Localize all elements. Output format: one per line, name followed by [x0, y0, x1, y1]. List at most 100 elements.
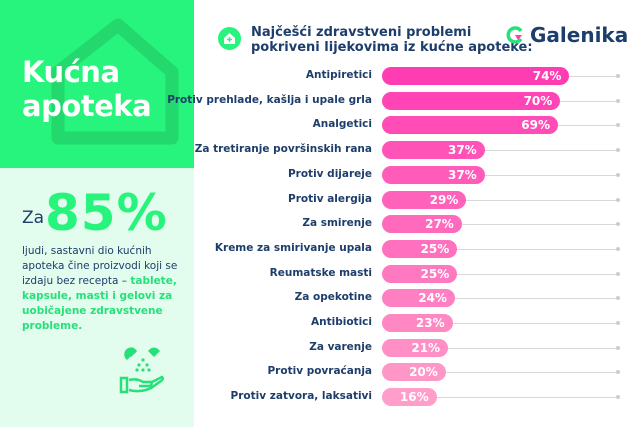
house-icon [51, 18, 179, 145]
bar-track [382, 150, 618, 152]
category-label: Za smirenje [302, 217, 372, 230]
value-label: 37% [447, 167, 477, 182]
bar-track [382, 273, 618, 275]
bar: 25% [382, 239, 458, 258]
stat-value: 85% [45, 184, 168, 242]
category-label: Antipiretici [305, 69, 372, 81]
category-label: Protiv prehlade, kašlja i upale grla [167, 93, 372, 106]
track-end-dot [616, 123, 620, 128]
track-end-dot [616, 197, 620, 202]
category-label: Za opekotine [294, 291, 372, 304]
bar-track [382, 199, 618, 201]
bar: 37% [382, 165, 485, 184]
bar-track [382, 174, 618, 176]
category-label: Za varenje [309, 340, 372, 353]
bar-row: Protiv alergija 29% [0, 190, 640, 209]
title-line-2: apoteka [22, 89, 152, 123]
desc-plain: ljudi, sastavni dio kućnih apoteka čine … [22, 245, 178, 287]
track-end-dot [616, 74, 620, 78]
value-label: 24% [418, 291, 447, 306]
track-end-dot [616, 98, 620, 103]
bar: 25% [382, 264, 458, 283]
bar: 16% [382, 388, 437, 407]
bar-row: Kreme za smirivanje upala 25% [0, 239, 640, 258]
bar-row: Protiv prehlade, kašlja i upale grla 70% [0, 91, 640, 110]
bar: 24% [382, 289, 455, 308]
category-label: Antibiotici [311, 316, 372, 328]
value-label: 23% [415, 316, 445, 330]
track-end-dot [616, 246, 620, 251]
category-label: Protiv alergija [288, 192, 372, 205]
track-end-dot [616, 222, 620, 227]
bar-row: Za tretiranje površinskih rana 37% [0, 141, 640, 160]
value-label: 25% [420, 266, 450, 281]
value-label: 21% [411, 340, 441, 355]
bar-track [382, 224, 618, 226]
bar-row: Protiv dijareje 37% [0, 165, 640, 184]
bar-row: Protiv povraćanja 20% [0, 363, 640, 382]
bar: 20% [382, 363, 446, 382]
title-panel: Kućna apoteka [0, 0, 194, 168]
bar-row: Antibiotici 23% [0, 314, 640, 332]
bar-row: Za smirenje 27% [0, 215, 640, 234]
value-label: 37% [447, 143, 477, 158]
bar: 70% [382, 91, 561, 110]
track-end-dot [616, 370, 620, 375]
category-label: Protiv dijareje [287, 167, 372, 180]
value-label: 16% [399, 390, 429, 405]
bar-track [382, 248, 618, 250]
page-title: Kućna apoteka [22, 55, 152, 123]
bar-row: Reumatske masti 25% [0, 264, 640, 283]
bar: 37% [382, 141, 485, 160]
bar-track [382, 323, 618, 324]
track-end-dot [616, 148, 620, 153]
stat-panel: Za 85% ljudi, sastavni dio kućnih apotek… [0, 168, 194, 427]
chart-title-line-1: Najčešći zdravstveni problemi [251, 25, 472, 40]
brand-name: Galenika [530, 23, 629, 47]
track-end-dot [616, 296, 620, 301]
track-end-dot [616, 321, 620, 325]
value-label: 27% [425, 217, 454, 232]
category-label: Analgetici [312, 118, 372, 131]
bar-track [382, 347, 618, 349]
category-label: Protiv povraćanja [267, 365, 372, 378]
value-label: 74% [532, 69, 562, 83]
chart-title: Najčešći zdravstveni problemi pokriveni … [251, 25, 533, 55]
category-label: Kreme za smirivanje upala [214, 241, 372, 254]
track-end-dot [616, 345, 620, 350]
value-label: 70% [523, 93, 553, 108]
galenika-logo-icon [506, 26, 523, 44]
bar-row: Antipiretici 74% [0, 67, 640, 85]
track-end-dot [616, 271, 620, 276]
stat-description: ljudi, sastavni dio kućnih apoteka čine … [22, 244, 192, 334]
bar: 74% [382, 67, 570, 85]
track-end-dot [616, 395, 620, 400]
galenika-logo: Galenika [506, 23, 628, 47]
category-label: Protiv zatvora, laksativi [230, 390, 372, 403]
bar-row: Za opekotine 24% [0, 289, 640, 308]
value-label: 25% [420, 241, 450, 256]
category-label: Reumatske masti [269, 266, 372, 279]
bar-row: Protiv zatvora, laksativi 16% [0, 388, 640, 407]
bar: 23% [382, 314, 453, 332]
category-label: Za tretiranje površinskih rana [194, 143, 372, 156]
value-label: 20% [409, 365, 438, 380]
value-label: 69% [521, 118, 550, 133]
stat-prefix: Za [22, 208, 45, 228]
bar-row: Analgetici 69% [0, 116, 640, 135]
bar-track [382, 397, 618, 399]
bar-row: Za varenje 21% [0, 338, 640, 357]
value-label: 29% [429, 192, 459, 207]
bar-track [382, 298, 618, 300]
bar: 29% [382, 190, 467, 209]
bar: 27% [382, 215, 462, 234]
title-line-1: Kućna [22, 55, 120, 89]
bar-track [382, 372, 618, 374]
bar: 69% [382, 116, 558, 135]
hand-pills-icon [119, 347, 165, 394]
home-plus-icon [218, 27, 241, 50]
desc-highlight: tablete, kapsule, masti i gelovi za uobi… [22, 275, 177, 332]
bar: 21% [382, 338, 449, 357]
track-end-dot [616, 172, 620, 177]
chart-title-line-2: pokriveni lijekovima iz kućne apoteke: [251, 40, 533, 55]
